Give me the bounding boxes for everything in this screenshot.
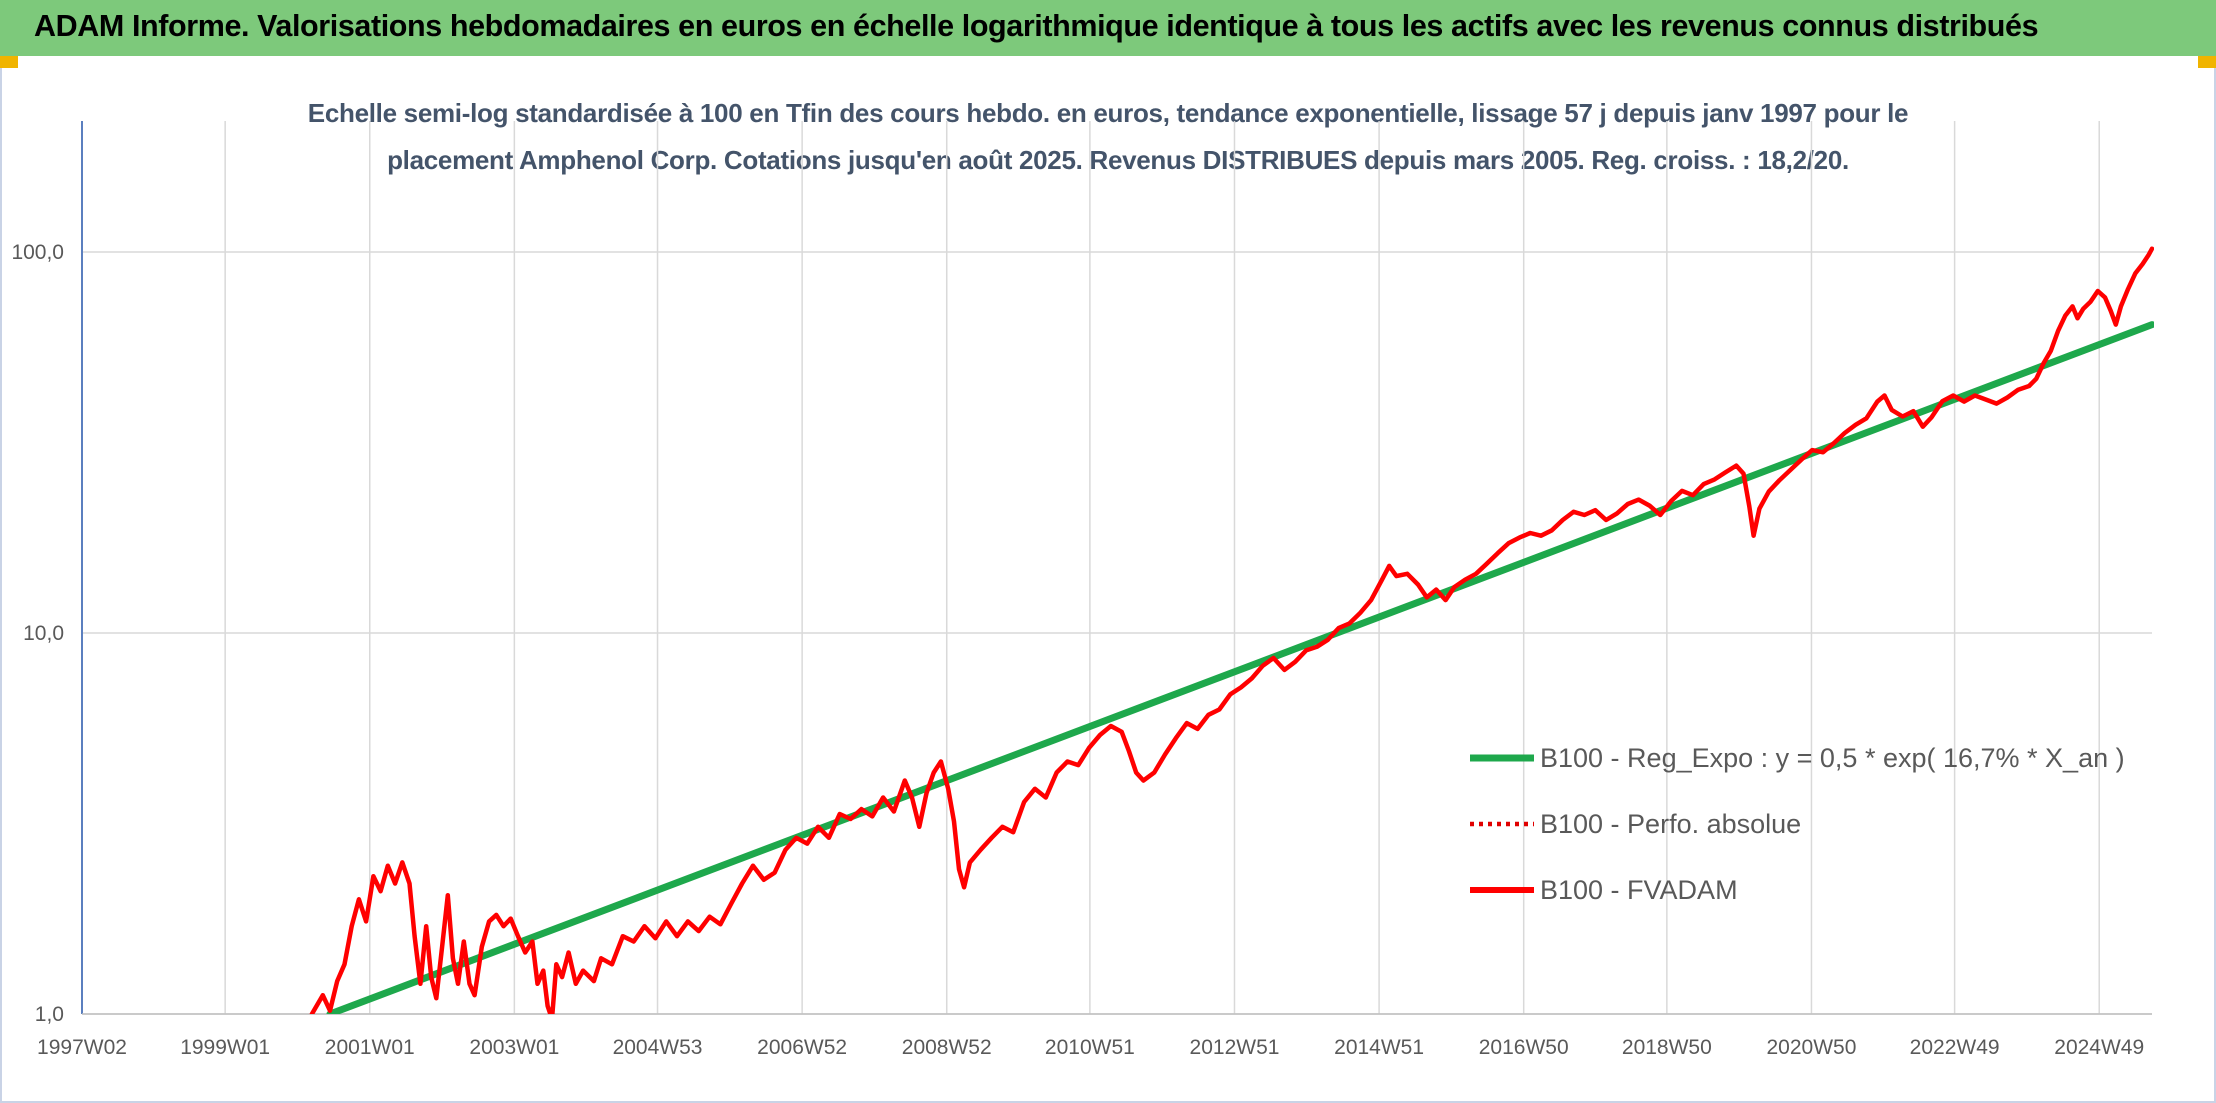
y-tick-label: 1,0 <box>35 1003 64 1026</box>
x-tick-label: 2004W53 <box>613 1036 703 1059</box>
x-tick-label: 1997W02 <box>37 1036 127 1059</box>
legend-label: B100 - FVADAM <box>1540 875 1738 905</box>
x-tick-label: 2003W01 <box>469 1036 559 1059</box>
legend-label: B100 - Perfo. absolue <box>1540 809 1801 839</box>
y-tick-label: 10,0 <box>23 622 64 645</box>
x-tick-label: 2008W52 <box>902 1036 992 1059</box>
series-line-0 <box>326 321 2154 1014</box>
x-tick-label: 2022W49 <box>1910 1036 2000 1059</box>
x-tick-label: 1999W01 <box>180 1036 270 1059</box>
chart-title-line-2: placement Amphenol Corp. Cotations jusqu… <box>387 145 1849 175</box>
corner-marker-right <box>2198 56 2216 68</box>
x-tick-label: 2001W01 <box>325 1036 415 1059</box>
x-tick-label: 2024W49 <box>2054 1036 2144 1059</box>
line-chart: 1,0 10,0 100,0 1997W02 1999W01 2001W01 2003W01… <box>11 121 2154 1059</box>
report-title: ADAM Informe. Valorisations hebdomadaire… <box>34 9 2039 43</box>
series-line-2 <box>309 246 2154 1014</box>
y-tick-label: 100,0 <box>11 241 64 264</box>
corner-marker-left <box>0 56 18 68</box>
x-tick-label: 2016W50 <box>1479 1036 1569 1059</box>
x-tick-label: 2012W51 <box>1190 1036 1280 1059</box>
x-tick-label: 2006W52 <box>757 1036 847 1059</box>
legend-label: B100 - Reg_Expo : y = 0,5 * exp( 16,7% *… <box>1540 743 2125 773</box>
chart-title-line-1: Echelle semi-log standardisée à 100 en T… <box>307 98 1909 128</box>
x-tick-label: 2018W50 <box>1622 1036 1712 1059</box>
x-tick-label: 2010W51 <box>1045 1036 1135 1059</box>
x-tick-label: 2020W50 <box>1767 1036 1857 1059</box>
report-header: ADAM Informe. Valorisations hebdomadaire… <box>0 0 2216 56</box>
x-tick-label: 2014W51 <box>1334 1036 1424 1059</box>
